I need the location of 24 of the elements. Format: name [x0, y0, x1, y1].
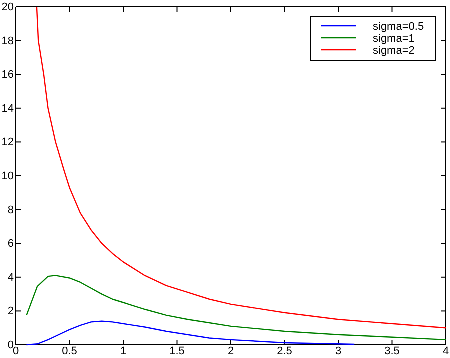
y-tick-label: 10	[2, 170, 14, 183]
y-tick-label: 16	[2, 69, 14, 82]
line-series	[26, 320, 356, 346]
x-tick-label: 0.5	[62, 346, 78, 358]
y-tick-label: 8	[8, 204, 14, 216]
legend-label: sigma=0.5	[373, 21, 424, 33]
line-series	[36, 6, 447, 329]
x-tick-label: 3	[335, 346, 342, 358]
legend-label: sigma=2	[373, 45, 415, 57]
line-series	[26, 275, 447, 341]
x-tick-label: 1.5	[170, 346, 185, 358]
x-tick-label: 1	[120, 346, 127, 358]
y-tick-label: 2	[8, 306, 14, 318]
legend-label: sigma=1	[373, 33, 415, 45]
y-tick-label: 12	[2, 136, 14, 149]
y-tick-label: 6	[8, 238, 14, 250]
y-tick-label: 20	[2, 2, 14, 14]
x-tick-label: 2	[228, 346, 234, 358]
y-tick-label: 18	[2, 35, 14, 48]
y-tick-label: 4	[8, 272, 14, 284]
x-tick-label: 4	[442, 346, 450, 358]
x-tick-label: 2.5	[277, 346, 292, 358]
x-tick-label: 3.5	[384, 346, 400, 358]
y-tick-label: 14	[2, 102, 14, 115]
